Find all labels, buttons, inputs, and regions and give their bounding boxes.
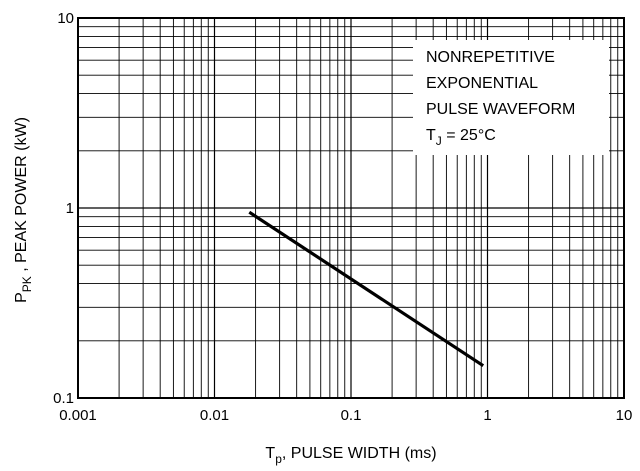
tick-labels: 0.001 0.01 0.1 1 10 0.1 1 10 xyxy=(53,10,632,424)
x-tick-label: 10 xyxy=(616,407,633,424)
tj-rest: = 25°C xyxy=(442,127,496,144)
annotation-line-3: PULSE WAVEFORM xyxy=(426,101,575,118)
y-axis-title-rest: , PEAK POWER (kW) xyxy=(13,117,30,276)
x-tick-label: 1 xyxy=(483,407,491,424)
y-axis-title: PPK , PEAK POWER (kW) xyxy=(13,117,34,303)
y-axis-title-main: P xyxy=(13,292,30,303)
x-tick-label: 0.01 xyxy=(200,407,229,424)
series-line xyxy=(248,210,485,368)
y-tick-label: 10 xyxy=(57,10,74,27)
plot-border xyxy=(77,17,625,399)
tj-sub: J xyxy=(436,134,442,148)
x-tick-label: 0.1 xyxy=(341,407,362,424)
x-axis-title-sub: p xyxy=(275,452,282,466)
tj-main: T xyxy=(426,127,436,144)
y-axis-title-sub: PK xyxy=(20,276,34,292)
x-tick-label: 0.001 xyxy=(59,407,97,424)
x-axis-title-main: T xyxy=(265,445,275,462)
y-tick-label: 1 xyxy=(66,200,74,217)
y-tick-label: 0.1 xyxy=(53,390,74,407)
annotation-temperature: TJ = 25°C xyxy=(426,127,496,148)
annotation-line-2: EXPONENTIAL xyxy=(426,75,538,92)
x-axis-title-rest: , PULSE WIDTH (ms) xyxy=(282,445,437,462)
annotation-box xyxy=(413,40,609,155)
series-group xyxy=(248,210,485,368)
grid xyxy=(77,17,625,399)
x-axis-title: Tp, PULSE WIDTH (ms) xyxy=(265,445,436,466)
annotation-line-1: NONREPETITIVE xyxy=(426,49,555,66)
